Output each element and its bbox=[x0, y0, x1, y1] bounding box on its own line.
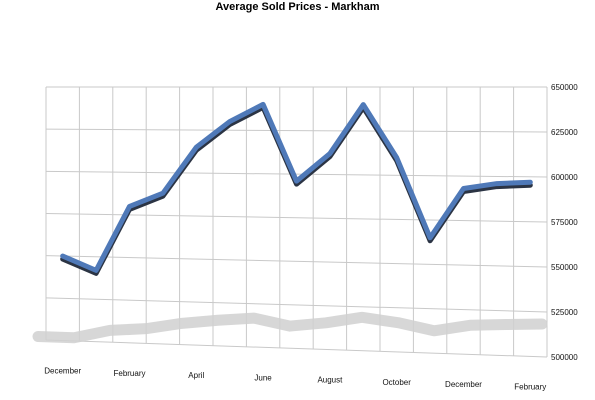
data-point bbox=[161, 191, 165, 195]
y-tick-label: 625000 bbox=[551, 128, 578, 137]
y-tick-label: 500000 bbox=[551, 353, 578, 362]
horizontal-gridline bbox=[45, 339, 548, 358]
y-tick-label: 550000 bbox=[551, 263, 578, 272]
horizontal-gridline bbox=[45, 128, 548, 133]
x-tick-label: December bbox=[44, 367, 81, 376]
data-point bbox=[461, 186, 466, 191]
data-point bbox=[194, 145, 198, 149]
data-point bbox=[395, 156, 399, 160]
x-tick-label: August bbox=[317, 376, 343, 385]
chart-shadow bbox=[32, 311, 548, 344]
series-floor-shadow bbox=[32, 311, 548, 344]
y-axis: 500000 525000 550000 575000 600000 625000 6500… bbox=[551, 83, 578, 362]
horizontal-gridline bbox=[45, 213, 548, 223]
x-tick-label: December bbox=[445, 380, 482, 389]
data-point bbox=[361, 102, 365, 107]
x-tick-label: June bbox=[254, 373, 272, 382]
y-tick-label: 600000 bbox=[551, 173, 578, 182]
horizontal-gridline bbox=[45, 297, 548, 313]
horizontal-gridline bbox=[45, 255, 548, 268]
data-point bbox=[328, 151, 332, 156]
data-point bbox=[127, 204, 132, 208]
series-group bbox=[60, 101, 533, 276]
data-point bbox=[261, 102, 265, 106]
data-point bbox=[528, 180, 532, 184]
chart-title: Average Sold Prices - Markham bbox=[215, 1, 380, 13]
data-point bbox=[428, 236, 432, 240]
y-tick-label: 650000 bbox=[551, 83, 578, 92]
data-point bbox=[228, 119, 232, 124]
x-axis: December February April June August October De… bbox=[44, 367, 546, 392]
data-point bbox=[94, 268, 98, 272]
y-tick-label: 575000 bbox=[551, 218, 578, 227]
x-tick-label: October bbox=[382, 378, 411, 387]
y-tick-label: 525000 bbox=[551, 308, 578, 317]
x-tick-label: February bbox=[113, 369, 145, 378]
data-point bbox=[61, 254, 65, 258]
x-tick-label: February bbox=[514, 382, 546, 391]
horizontal-gridline bbox=[45, 170, 548, 178]
data-point bbox=[495, 181, 499, 186]
x-tick-label: April bbox=[188, 371, 204, 380]
data-point bbox=[294, 179, 299, 183]
